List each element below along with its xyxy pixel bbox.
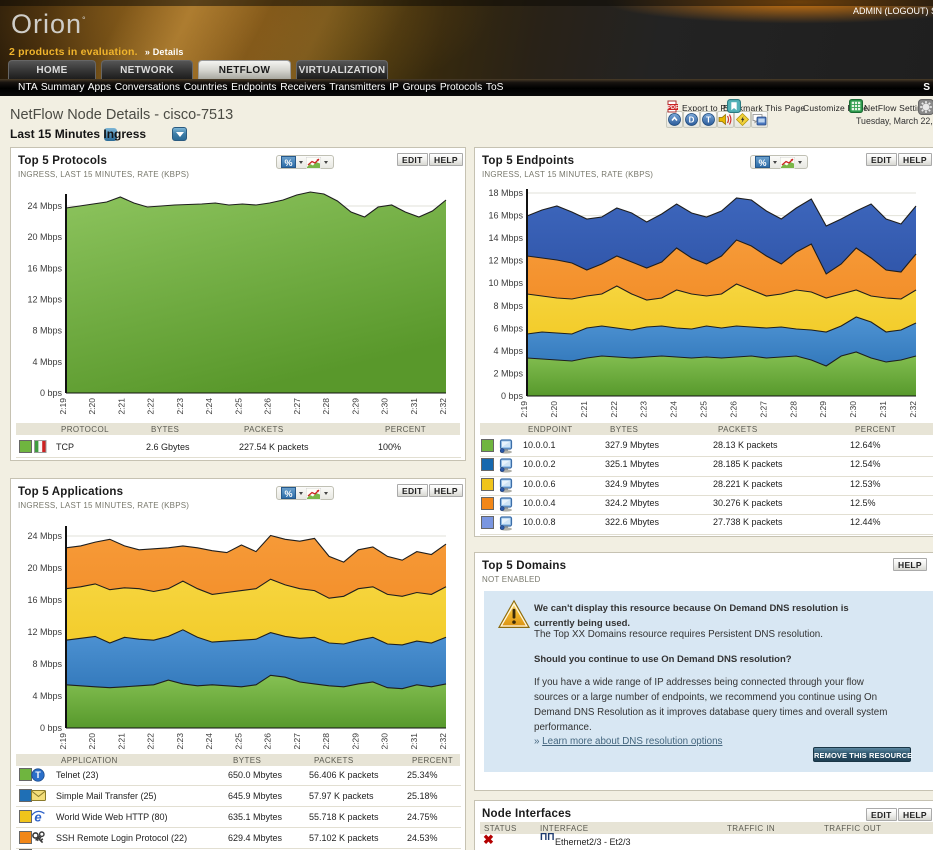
svg-text:2:23: 2:23 — [175, 733, 185, 750]
svg-text:2:23: 2:23 — [639, 401, 649, 418]
svg-text:2:29: 2:29 — [350, 398, 360, 415]
svg-text:T: T — [35, 770, 41, 780]
svg-text:16 Mbps: 16 Mbps — [27, 263, 62, 273]
svg-text:16 Mbps: 16 Mbps — [488, 211, 523, 221]
svg-text:2:24: 2:24 — [204, 398, 214, 415]
svg-text:20 Mbps: 20 Mbps — [27, 232, 62, 242]
svg-text:2:25: 2:25 — [699, 401, 709, 418]
svg-text:2 Mbps: 2 Mbps — [493, 368, 523, 378]
svg-text:2:26: 2:26 — [263, 398, 273, 415]
svg-text:2:31: 2:31 — [409, 733, 419, 750]
svg-text:4 Mbps: 4 Mbps — [32, 691, 62, 701]
svg-text:2:27: 2:27 — [292, 398, 302, 415]
svg-text:12 Mbps: 12 Mbps — [27, 627, 62, 637]
svg-text:2:24: 2:24 — [669, 401, 679, 418]
svg-text:2:21: 2:21 — [117, 398, 127, 415]
svg-text:2:20: 2:20 — [87, 398, 97, 415]
svg-text:8 Mbps: 8 Mbps — [493, 301, 523, 311]
svg-text:4 Mbps: 4 Mbps — [32, 357, 62, 367]
svg-text:2:31: 2:31 — [878, 401, 888, 418]
svg-text:2:27: 2:27 — [292, 733, 302, 750]
svg-text:2:21: 2:21 — [117, 733, 127, 750]
svg-text:18 Mbps: 18 Mbps — [488, 188, 523, 198]
svg-text:2:22: 2:22 — [146, 733, 156, 750]
svg-text:2:27: 2:27 — [758, 401, 768, 418]
svg-text:2:28: 2:28 — [788, 401, 798, 418]
svg-text:2:32: 2:32 — [908, 401, 918, 418]
svg-text:2:32: 2:32 — [438, 398, 448, 415]
svg-text:T: T — [706, 116, 711, 125]
svg-text:2:20: 2:20 — [549, 401, 559, 418]
svg-text:4 Mbps: 4 Mbps — [493, 346, 523, 356]
svg-text:6 Mbps: 6 Mbps — [493, 323, 523, 333]
svg-text:D: D — [689, 116, 695, 125]
svg-text:2:22: 2:22 — [609, 401, 619, 418]
svg-text:16 Mbps: 16 Mbps — [27, 595, 62, 605]
svg-text:e: e — [34, 810, 41, 824]
svg-text:2:29: 2:29 — [350, 733, 360, 750]
svg-text:PDF: PDF — [667, 105, 679, 111]
svg-text:24 Mbps: 24 Mbps — [27, 531, 62, 541]
svg-text:2:31: 2:31 — [409, 398, 419, 415]
svg-text:20 Mbps: 20 Mbps — [27, 563, 62, 573]
svg-text:12 Mbps: 12 Mbps — [488, 256, 523, 266]
svg-text:2:23: 2:23 — [175, 398, 185, 415]
svg-text:8 Mbps: 8 Mbps — [32, 659, 62, 669]
svg-text:2:30: 2:30 — [380, 398, 390, 415]
svg-text:2:32: 2:32 — [438, 733, 448, 750]
svg-text:2:19: 2:19 — [58, 733, 68, 750]
svg-text:10 Mbps: 10 Mbps — [488, 278, 523, 288]
svg-text:2:21: 2:21 — [579, 401, 589, 418]
svg-text:12 Mbps: 12 Mbps — [27, 295, 62, 305]
svg-text:2:26: 2:26 — [263, 733, 273, 750]
svg-text:2:22: 2:22 — [146, 398, 156, 415]
svg-text:0 bps: 0 bps — [501, 391, 524, 401]
svg-text:0 bps: 0 bps — [40, 388, 63, 398]
svg-text:2:28: 2:28 — [321, 398, 331, 415]
svg-text:2:30: 2:30 — [848, 401, 858, 418]
svg-text:2:25: 2:25 — [233, 398, 243, 415]
svg-text:2:26: 2:26 — [729, 401, 739, 418]
svg-text:0 bps: 0 bps — [40, 723, 63, 733]
svg-text:2:19: 2:19 — [519, 401, 529, 418]
svg-text:14 Mbps: 14 Mbps — [488, 233, 523, 243]
svg-text:2:24: 2:24 — [204, 733, 214, 750]
svg-text:8 Mbps: 8 Mbps — [32, 326, 62, 336]
svg-text:2:20: 2:20 — [87, 733, 97, 750]
svg-text:2:28: 2:28 — [321, 733, 331, 750]
svg-text:2:29: 2:29 — [818, 401, 828, 418]
svg-text:24 Mbps: 24 Mbps — [27, 201, 62, 211]
svg-text:2:19: 2:19 — [58, 398, 68, 415]
svg-text:2:30: 2:30 — [380, 733, 390, 750]
svg-text:2:25: 2:25 — [233, 733, 243, 750]
